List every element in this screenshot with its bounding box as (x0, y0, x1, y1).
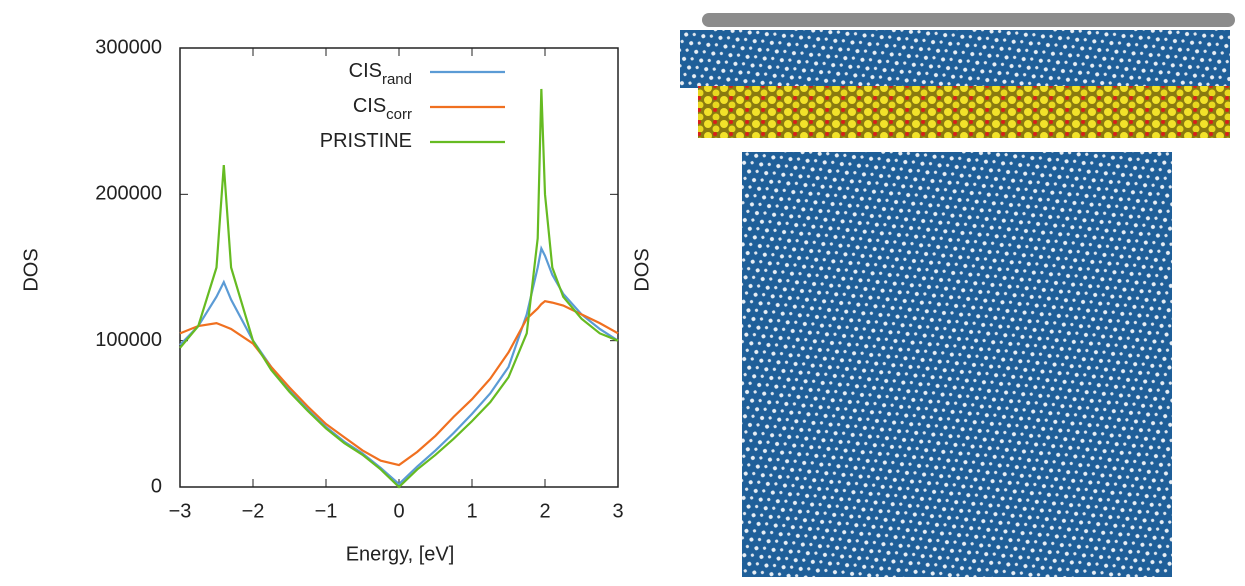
series-line (179, 88, 619, 489)
molecule-layer (680, 30, 1230, 88)
legend-name: CIS (353, 95, 386, 117)
legend-label: CIScorr (353, 95, 412, 123)
legend-name: PRISTINE (320, 130, 412, 152)
legend-subscript: corr (386, 106, 412, 123)
y-tick-label: 0 (151, 475, 162, 497)
y-tick-label: 100000 (95, 329, 162, 351)
series-line (179, 245, 619, 486)
x-tick-label: 3 (612, 500, 623, 522)
series-line (179, 299, 619, 467)
legend-label: PRISTINE (320, 130, 412, 152)
right-y-label: DOS (631, 248, 653, 291)
y-tick-label: 300000 (95, 36, 162, 58)
molecular-render (680, 13, 1235, 577)
x-tick-label: 1 (466, 500, 477, 522)
x-axis-label: Energy, [eV] (346, 543, 455, 565)
y-axis-label: DOS (20, 248, 42, 291)
legend-name: CIS (349, 60, 382, 82)
x-tick-label: −1 (315, 500, 338, 522)
legend-label: CISrand (349, 60, 412, 88)
oxide-layer (698, 86, 1230, 138)
x-tick-label: −3 (169, 500, 192, 522)
electrode (702, 13, 1235, 27)
x-tick-label: −2 (242, 500, 265, 522)
x-tick-label: 2 (539, 500, 550, 522)
y-tick-label: 200000 (95, 183, 162, 205)
molecule-top-view (742, 152, 1172, 577)
x-tick-label: 0 (393, 500, 404, 522)
legend-subscript: rand (382, 71, 412, 88)
